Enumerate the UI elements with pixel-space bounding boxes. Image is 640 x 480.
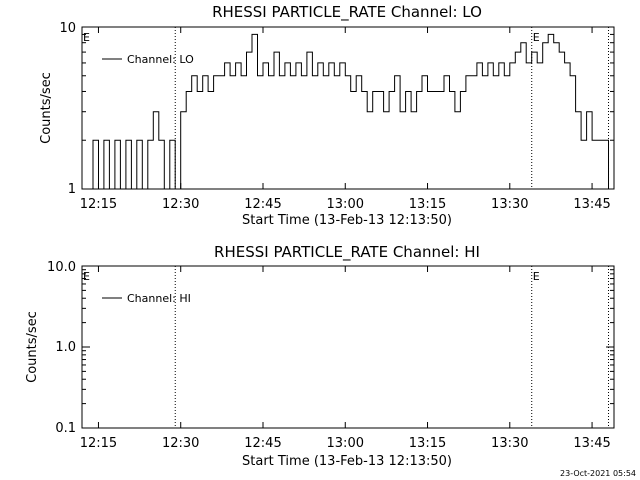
lo-xtick-label: 13:15 xyxy=(409,197,446,212)
hi-y-ticks: 0.1 1.0 10.0 xyxy=(47,260,76,436)
lo-xtick-label: 13:45 xyxy=(573,197,610,212)
hi-xtick-label: 13:45 xyxy=(573,436,610,451)
lo-x-axis-label: Start Time (13-Feb-13 12:13:50) xyxy=(242,213,452,228)
hi-legend: Channel: HI xyxy=(102,292,191,305)
hi-ytick-label-1-0: 1.0 xyxy=(55,340,76,355)
hi-xtick-label: 13:00 xyxy=(327,436,364,451)
lo-marker-label-end: E xyxy=(533,31,540,44)
hi-ytick-label-10-0: 10.0 xyxy=(47,260,76,275)
lo-series-line xyxy=(87,33,609,190)
lo-ytick-label-10: 10 xyxy=(59,21,76,36)
hi-channel-panel: RHESSI PARTICLE_RATE Channel: HI 0.1 1.0… xyxy=(25,243,615,469)
lo-legend: Channel: LO xyxy=(102,53,194,66)
lo-y-ticks: 1 10 xyxy=(59,21,76,197)
hi-xtick-label: 13:15 xyxy=(409,436,446,451)
lo-xtick-label: 12:45 xyxy=(244,197,281,212)
hi-legend-label: Channel: HI xyxy=(127,292,191,305)
lo-series-group xyxy=(87,33,609,190)
lo-marker-label-start: E xyxy=(83,31,90,44)
hi-x-axis-label: Start Time (13-Feb-13 12:13:50) xyxy=(242,454,452,469)
hi-marker-label-start: E xyxy=(83,270,90,283)
lo-legend-label: Channel: LO xyxy=(127,53,194,66)
lo-xtick-label: 12:30 xyxy=(162,197,199,212)
hi-x-ticks: 12:15 12:30 12:45 13:00 13:15 13:30 13:45 xyxy=(80,266,614,451)
hi-y-axis-label: Counts/sec xyxy=(25,311,40,383)
footer-timestamp: 23-Oct-2021 05:54 xyxy=(560,469,636,478)
lo-ytick-label-1: 1 xyxy=(68,182,76,197)
hi-ytick-label-0-1: 0.1 xyxy=(55,421,76,436)
hi-xtick-label: 12:30 xyxy=(162,436,199,451)
hi-xtick-label: 13:30 xyxy=(491,436,528,451)
hi-plot-frame xyxy=(81,265,615,429)
lo-panel-title: RHESSI PARTICLE_RATE Channel: LO xyxy=(212,3,482,22)
hi-xtick-label: 12:15 xyxy=(80,436,117,451)
lo-xtick-label: 12:15 xyxy=(80,197,117,212)
lo-x-ticks: 12:15 12:30 12:45 13:00 13:15 13:30 13:45 xyxy=(80,27,614,212)
hi-marker-label-end: E xyxy=(533,270,540,283)
lo-xtick-label: 13:30 xyxy=(491,197,528,212)
lo-channel-panel: RHESSI PARTICLE_RATE Channel: LO 1 10 Co… xyxy=(39,3,615,228)
lo-plot-frame xyxy=(81,26,615,190)
lo-xtick-label: 13:00 xyxy=(327,197,364,212)
lo-y-axis-label: Counts/sec xyxy=(39,72,54,144)
hi-xtick-label: 12:45 xyxy=(244,436,281,451)
hi-panel-title: RHESSI PARTICLE_RATE Channel: HI xyxy=(214,243,480,262)
